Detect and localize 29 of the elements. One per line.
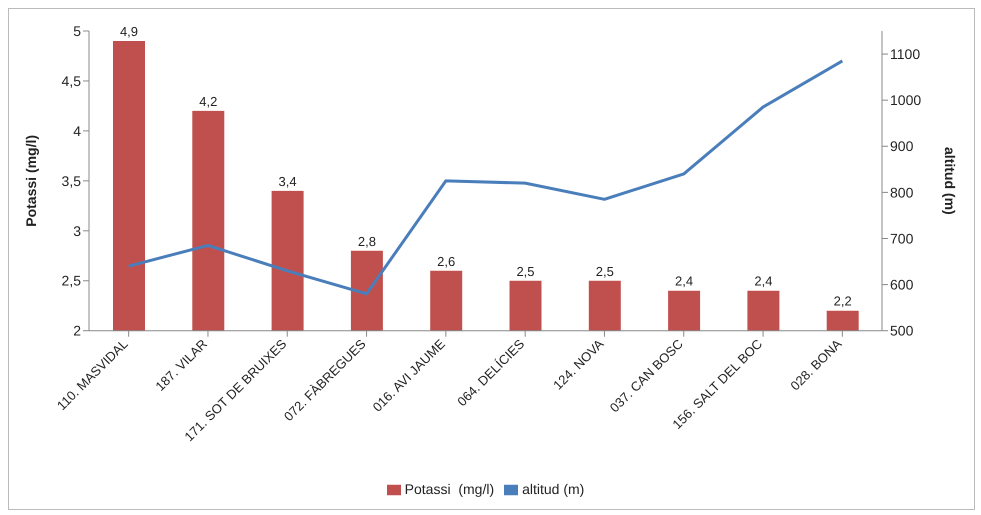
data-label: 2,6 xyxy=(437,254,456,269)
y2-tick-label: 900 xyxy=(890,138,914,154)
data-label: 2,4 xyxy=(675,274,694,289)
legend-label: altitud (m) xyxy=(522,480,584,497)
data-label: 2,8 xyxy=(358,234,376,249)
data-label: 2,5 xyxy=(596,264,614,279)
y2-tick-label: 1000 xyxy=(890,92,922,108)
y-tick-label: 4,5 xyxy=(62,72,82,89)
data-label: 2,4 xyxy=(754,274,772,289)
y2-axis-title: altitud (m) xyxy=(942,147,958,215)
y-tick-label: 2,5 xyxy=(62,272,82,289)
y-tick-label: 4 xyxy=(73,122,82,139)
data-label: 2,5 xyxy=(516,264,535,279)
y-tick-label: 3,5 xyxy=(62,172,82,189)
data-label: 3,4 xyxy=(278,174,297,189)
data-label: 2,2 xyxy=(834,294,852,309)
y2-tick-label: 800 xyxy=(890,184,914,200)
y2-tick-label: 1100 xyxy=(890,46,920,62)
y-tick-label: 5 xyxy=(73,22,82,39)
legend-label: Potassi (mg/l) xyxy=(404,480,494,497)
y-tick-label: 3 xyxy=(73,222,82,239)
y-axis-title: Potassi (mg/l) xyxy=(22,134,39,227)
data-label: 4,9 xyxy=(120,24,138,39)
y2-tick-label: 700 xyxy=(890,230,914,246)
y2-tick-label: 500 xyxy=(890,322,914,339)
data-label: 4,2 xyxy=(199,94,218,109)
line-series xyxy=(127,59,844,296)
y2-tick-label: 600 xyxy=(890,276,914,293)
y-tick-label: 2 xyxy=(73,322,82,339)
